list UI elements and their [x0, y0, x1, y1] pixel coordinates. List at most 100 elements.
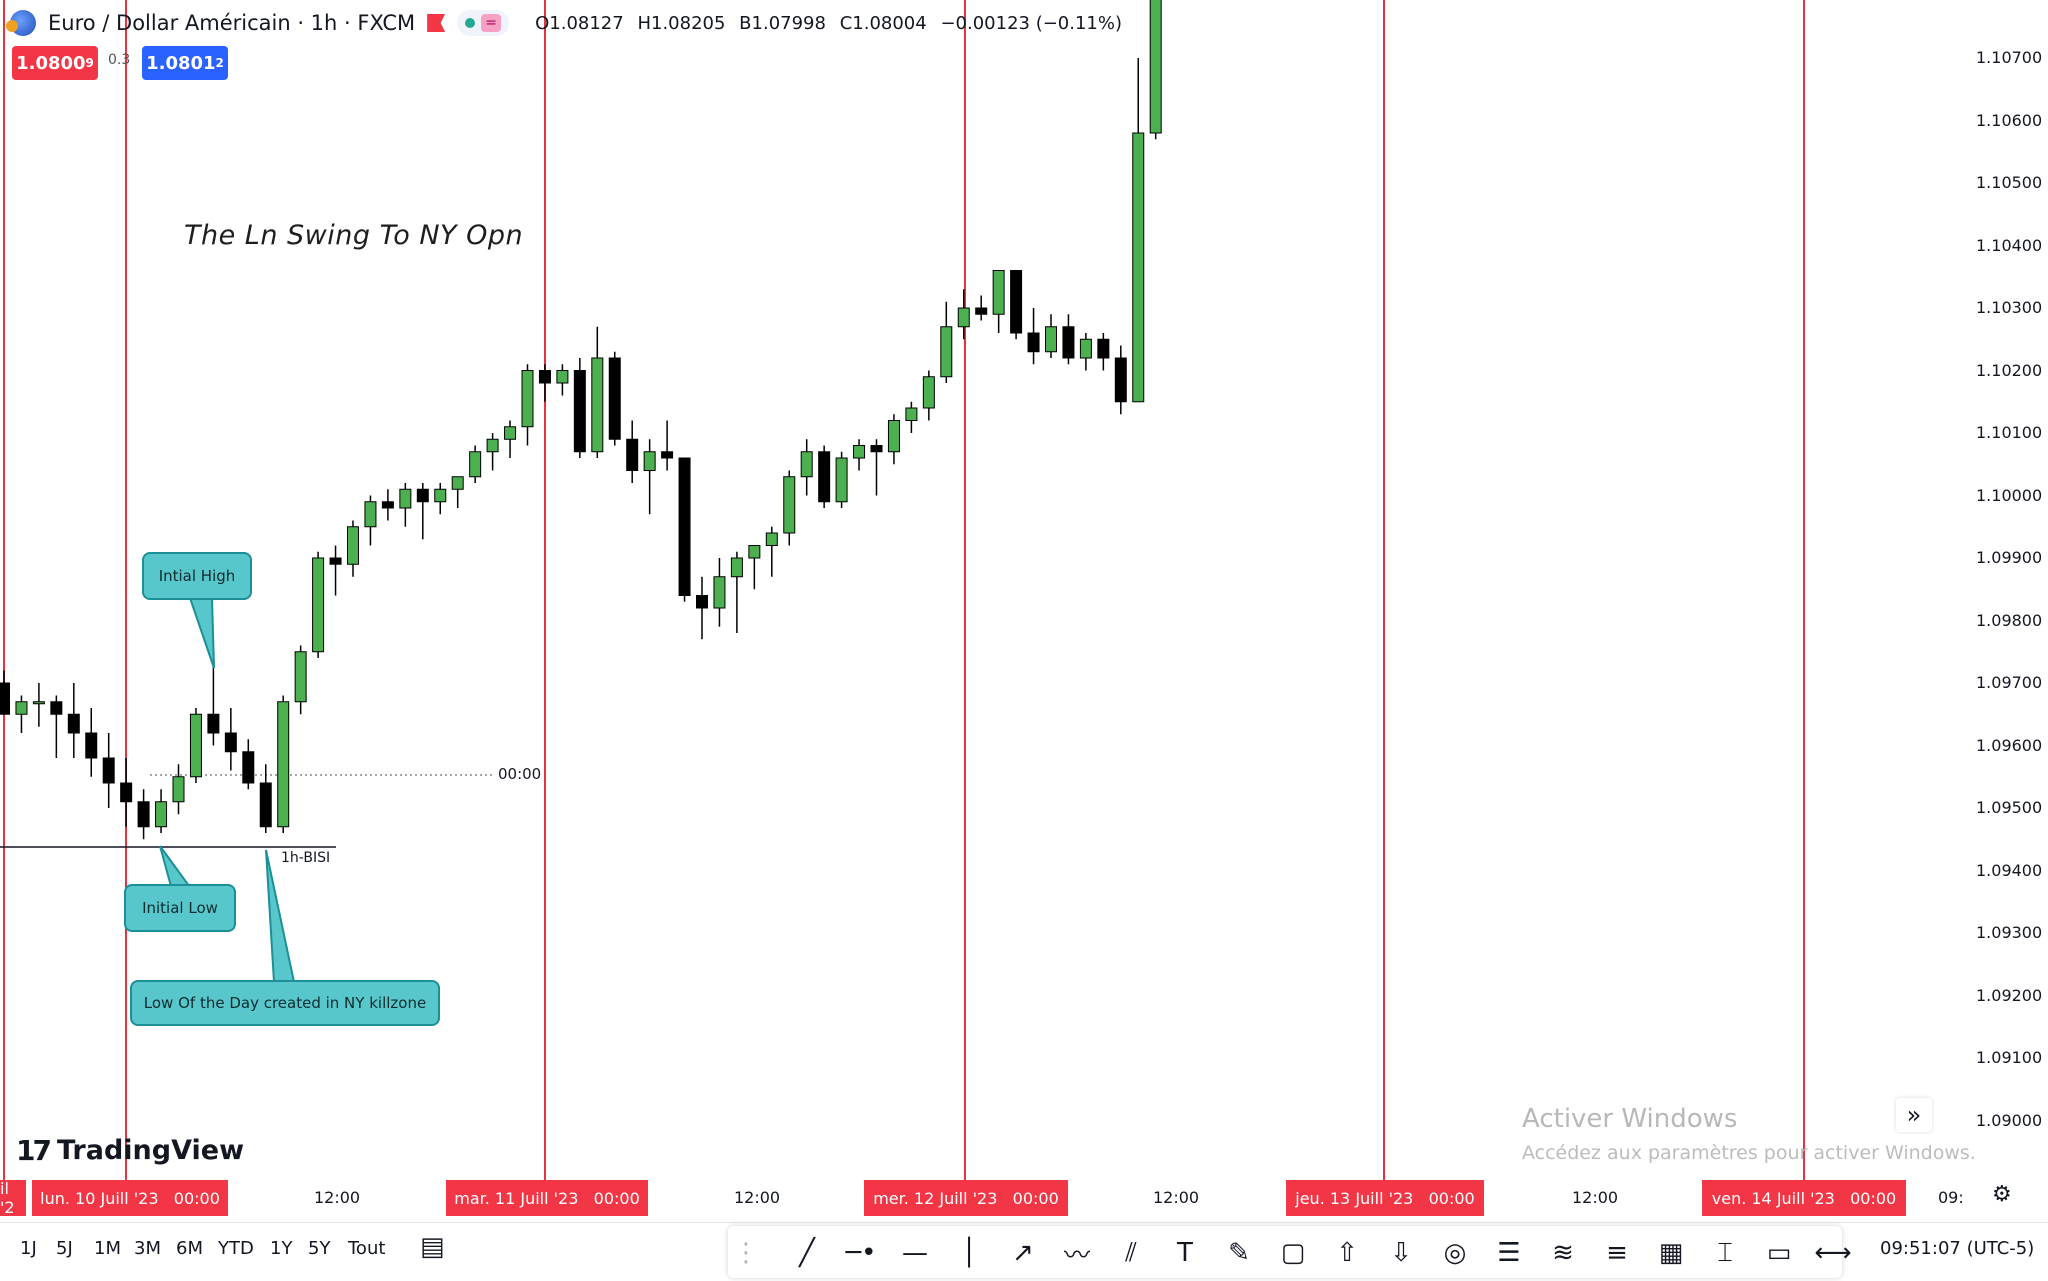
candle-body-bear [1114, 357, 1127, 403]
range-button-6m[interactable]: 6M [176, 1238, 203, 1259]
initial-high-pointer [188, 597, 215, 669]
candle-body-bear [1097, 338, 1110, 359]
candle-body-bear [626, 438, 639, 471]
candle [242, 739, 255, 790]
symbol-legend: Euro / Dollar Américain · 1h · FXCM = O1… [6, 6, 1130, 40]
horizontal-ray-icon[interactable]: ─• [845, 1238, 877, 1268]
candle [765, 526, 778, 577]
arrow-line-icon[interactable]: ↗ [1012, 1238, 1034, 1268]
candle [748, 545, 761, 590]
range-button-5y[interactable]: 5Y [308, 1238, 331, 1259]
initial-high-callout[interactable]: Intial High [142, 552, 252, 600]
tradingview-mark-icon: 17 [16, 1134, 52, 1167]
candle [189, 708, 202, 783]
candle-body-bull [835, 457, 848, 503]
sell-button[interactable]: 1.0800 9 [12, 46, 98, 80]
market-status[interactable]: = [457, 10, 510, 36]
candle [259, 764, 272, 833]
parallel-channel-icon[interactable]: ⫽ [1125, 1237, 1137, 1268]
rectangle-icon[interactable]: ▢ [1280, 1238, 1306, 1268]
grip-icon[interactable]: ⋮ [733, 1238, 759, 1268]
candle [416, 483, 429, 540]
expand-chevron-icon[interactable]: » [1896, 1098, 1932, 1132]
price-tick-label: 1.10600 [1976, 110, 2043, 130]
text-icon[interactable]: T [1177, 1238, 1193, 1268]
flag-icon[interactable] [427, 14, 446, 32]
fib-icon[interactable]: ☰ [1497, 1238, 1521, 1268]
arrow-down-icon[interactable]: ⇩ [1390, 1238, 1412, 1268]
candle-body-bull [800, 451, 813, 478]
candle-body-bull [469, 451, 482, 478]
candle [1027, 308, 1040, 365]
range-button-3m[interactable]: 3M [134, 1238, 161, 1259]
candle-body-bear [818, 451, 831, 503]
candle-body-bear [416, 488, 429, 503]
candle [538, 364, 551, 402]
callout-icon[interactable]: ▭ [1766, 1238, 1792, 1268]
candle [399, 483, 412, 527]
dotted-line-time-label: 00:00 [498, 765, 542, 783]
candle [626, 420, 639, 483]
date-range-picker-icon[interactable]: ▤ [420, 1232, 445, 1262]
candle-body-bull [730, 557, 743, 578]
clock[interactable]: 09:51:07 (UTC-5) [1880, 1238, 2035, 1259]
time-tag-3: mer. 12 Juill '23 00:00 [864, 1180, 1068, 1216]
chart-annotation-title[interactable]: The Ln Swing To NY Opn [184, 220, 524, 251]
initial-low-callout[interactable]: Initial Low [124, 884, 236, 932]
candle-body-bear [608, 357, 621, 440]
symbol-title[interactable]: Euro / Dollar Américain · 1h · FXCM [48, 11, 416, 35]
brush-icon[interactable]: ✎ [1228, 1238, 1250, 1268]
session-lines [3, 0, 1805, 1180]
settings-gear-icon[interactable]: ⚙ [1992, 1182, 2012, 1207]
path-icon[interactable]: 〰 [1063, 1240, 1090, 1271]
arrow-up-icon[interactable]: ⇧ [1336, 1238, 1358, 1268]
candle-body-bull [15, 701, 28, 715]
candle-body-bear [381, 501, 394, 509]
price-tick-label: 1.09000 [1976, 1110, 2043, 1130]
price-range-icon[interactable]: ⌶ [1717, 1237, 1733, 1268]
candle [696, 576, 708, 640]
candle [1079, 333, 1092, 371]
vertical-line-icon[interactable]: │ [961, 1238, 977, 1268]
candle [277, 695, 290, 833]
candle [887, 414, 900, 465]
price-tick-label: 1.09500 [1976, 798, 2043, 817]
candle-body-bear [137, 801, 150, 828]
candle [364, 495, 377, 546]
candle [905, 401, 918, 433]
trendline-icon[interactable]: ╱ [799, 1238, 815, 1268]
candle-body-bull [591, 357, 604, 453]
range-button-1m[interactable]: 1M [94, 1238, 121, 1259]
candle-body-bear [102, 757, 115, 784]
gann-icon[interactable]: ≡ [1606, 1238, 1628, 1268]
time-tag-4: jeu. 13 Juill '23 00:00 [1286, 1180, 1484, 1216]
windows-activation-subtitle: Accédez aux paramètres pour activer Wind… [1522, 1142, 1976, 1164]
buy-button[interactable]: 1.0801 2 [142, 46, 228, 80]
tradingview-logo[interactable]: 17 TradingView [16, 1134, 244, 1167]
pitchfork-icon[interactable]: ≋ [1552, 1238, 1574, 1268]
range-button-1j[interactable]: 1J [20, 1238, 37, 1259]
ohlc-high: H1.08205 [637, 12, 726, 34]
low-of-day-callout[interactable]: Low Of the Day created in NY killzone [130, 980, 440, 1026]
candle [556, 364, 569, 396]
range-button-1y[interactable]: 1Y [270, 1238, 293, 1259]
price-tick-label: 1.09100 [1976, 1048, 2043, 1067]
grid-icon[interactable]: ▦ [1658, 1238, 1684, 1268]
range-button-tout[interactable]: Tout [348, 1238, 386, 1259]
candle-body-bear [678, 457, 691, 596]
range-button-ytd[interactable]: YTD [218, 1238, 254, 1259]
candle [800, 439, 813, 496]
windows-activation-title: Activer Windows [1522, 1104, 1738, 1134]
price-tick-label: 1.10000 [1976, 485, 2043, 505]
date-range-icon[interactable]: ⟷ [1814, 1238, 1852, 1268]
candle-body-bull [172, 776, 185, 803]
candle [573, 358, 586, 458]
buy-price: 1.0801 [146, 52, 216, 74]
circle-icon[interactable]: ◎ [1443, 1238, 1467, 1268]
time-label-3: 12:00 [1153, 1188, 1200, 1207]
range-button-5j[interactable]: 5J [56, 1238, 73, 1259]
candle [940, 301, 953, 383]
horizontal-line-icon[interactable]: — [902, 1238, 928, 1268]
candle [451, 476, 464, 508]
